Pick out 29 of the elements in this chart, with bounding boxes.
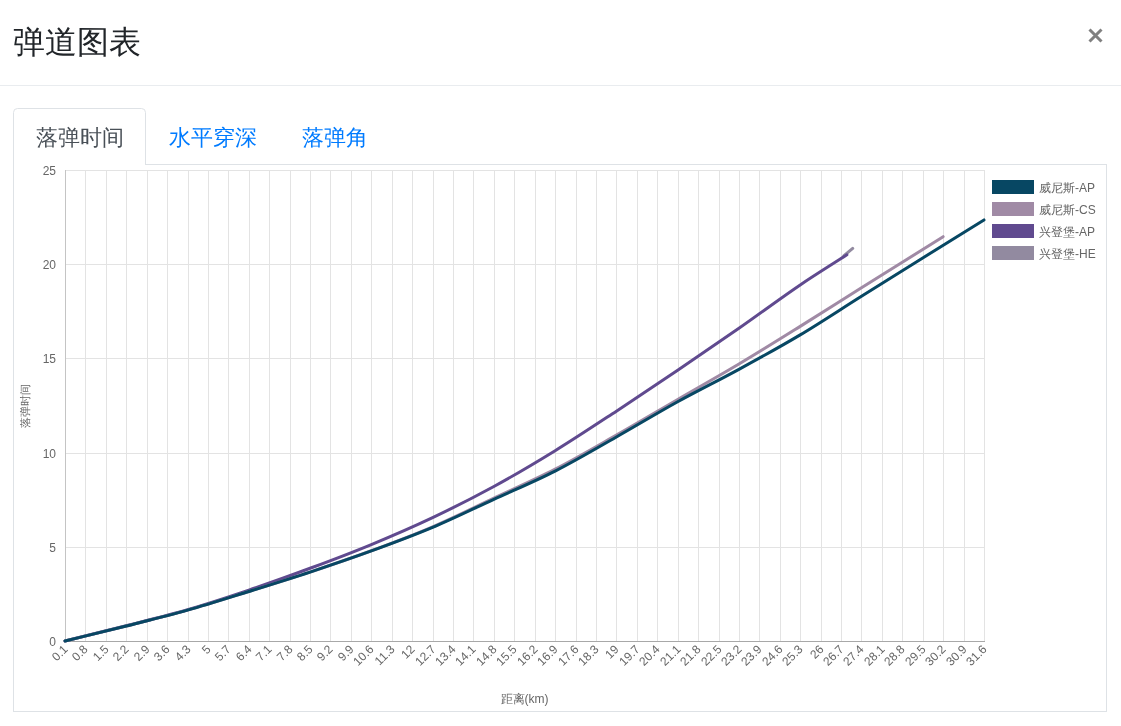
text: 水平穿深 <box>168 125 257 150</box>
x-tick-label: 9.2 <box>313 642 336 664</box>
y-tick-label: 20 <box>42 257 57 272</box>
x-tick-label: 5 <box>198 642 214 657</box>
legend-label: 兴登堡-HE <box>1039 247 1096 261</box>
x-tick-label: 4.3 <box>171 642 194 664</box>
y-tick-label: 5 <box>49 540 57 555</box>
x-tick-label: 8.5 <box>293 642 316 664</box>
text: 落弹时间 <box>35 125 124 150</box>
y-tick-label: 25 <box>42 163 57 178</box>
y-tick-label: 0 <box>49 634 57 649</box>
x-axis-title: 距离(km) <box>500 692 549 706</box>
text: 落弹角 <box>301 125 368 150</box>
x-tick-label: 3.6 <box>150 642 173 664</box>
chart-title: 弹道图表 <box>13 24 141 60</box>
y-tick-label: 10 <box>42 446 57 461</box>
legend-label: 威尼斯-CS <box>1039 203 1096 217</box>
x-tick-label: 2.2 <box>109 642 132 664</box>
x-tick-label: 7.8 <box>273 642 296 664</box>
x-tick-label: 6.4 <box>232 642 255 664</box>
y-tick-label: 15 <box>42 351 57 366</box>
x-tick-label: 1.5 <box>89 642 112 664</box>
x-tick-label: 5.7 <box>211 642 234 664</box>
x-tick-label: 0.8 <box>68 642 91 664</box>
x-tick-label: 2.9 <box>130 642 153 664</box>
x-tick-label: 7.1 <box>252 642 275 664</box>
legend-label: 威尼斯-AP <box>1039 181 1096 195</box>
y-axis-title: 落弹时间 <box>19 383 31 428</box>
legend-label: 兴登堡-AP <box>1039 225 1096 239</box>
